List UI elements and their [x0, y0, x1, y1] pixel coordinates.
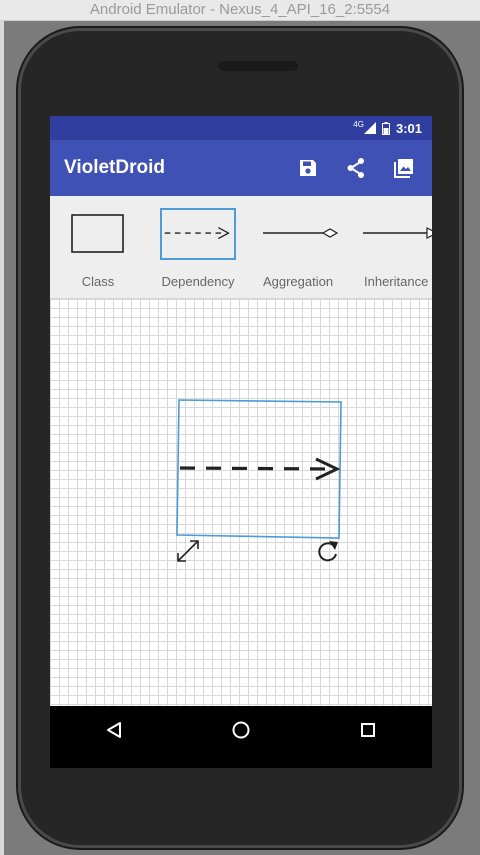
canvas-layer [176, 399, 342, 562]
selection-box[interactable] [176, 399, 342, 539]
recents-button[interactable] [338, 706, 398, 754]
device-screen: 4G 3:01 VioletDroid [50, 116, 432, 768]
clock: 3:01 [395, 120, 422, 136]
tool-aggregation[interactable]: Aggregation [250, 196, 350, 298]
recents-icon [361, 723, 376, 737]
rotate-handle-icon[interactable] [318, 541, 338, 562]
tool-dependency[interactable]: Dependency [150, 196, 250, 298]
diagram-canvas[interactable] [50, 299, 432, 706]
tool-label: Aggregation [262, 274, 334, 289]
dependency-arrow-icon [160, 208, 236, 260]
battery-icon [381, 121, 390, 135]
home-button[interactable] [211, 706, 271, 754]
emulator-title: Android Emulator - Nexus_4_API_16_2:5554 [89, 1, 391, 18]
app-bar: VioletDroid [50, 140, 432, 196]
app-title: VioletDroid [64, 157, 165, 178]
speaker-grille [218, 61, 298, 71]
back-button[interactable] [84, 706, 144, 754]
tool-label: Dependency [161, 274, 235, 289]
network-label: 4G [353, 119, 364, 129]
tool-palette: Class Dependency Aggregation Inheritance [50, 196, 432, 299]
tool-label: Class [81, 274, 115, 289]
emulator-title-bar: Android Emulator - Nexus_4_API_16_2:5554 [0, 0, 480, 21]
tool-inheritance[interactable]: Inheritance [350, 196, 432, 298]
signal-icon [363, 122, 376, 134]
aggregation-diamond-icon [263, 228, 339, 238]
resize-handle-icon[interactable] [177, 540, 199, 562]
tool-label: Inheritance [364, 274, 429, 289]
inheritance-arrow-icon [363, 227, 432, 239]
status-bar: 4G 3:01 [50, 116, 432, 140]
share-icon [347, 158, 364, 178]
home-icon [232, 721, 250, 739]
dependency-edge[interactable] [179, 457, 341, 481]
back-icon [106, 722, 121, 738]
share-button[interactable] [332, 144, 380, 192]
tool-class[interactable]: Class [50, 196, 150, 298]
save-icon [300, 160, 316, 176]
save-button[interactable] [284, 144, 332, 192]
desktop-strip [0, 21, 4, 855]
image-button[interactable] [380, 144, 428, 192]
class-box-icon [71, 214, 124, 253]
navigation-bar [50, 706, 432, 754]
image-icon [394, 159, 413, 178]
